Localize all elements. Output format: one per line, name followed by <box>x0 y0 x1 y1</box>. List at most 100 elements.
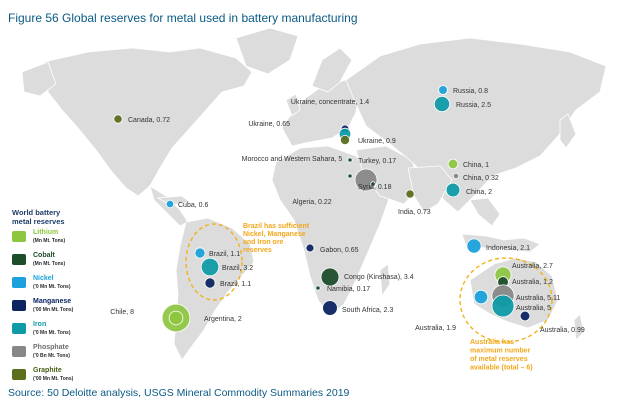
marker-label: Cuba, 0.6 <box>178 202 208 209</box>
marker-cobalt <box>347 173 353 179</box>
legend-item-iron: Iron ('0 Mn Mt. Tons) <box>8 321 128 341</box>
marker-nickel <box>466 238 482 254</box>
legend-swatch-nickel <box>12 277 26 288</box>
marker-label: India, 0.73 <box>398 209 431 216</box>
marker-label: Morocco and Western Sahara, 5 <box>242 156 343 163</box>
marker-label: Canada, 0.72 <box>128 117 170 124</box>
cuba-landmass <box>156 195 192 206</box>
north-america-landmass <box>43 47 253 197</box>
marker-iron <box>433 95 451 113</box>
marker-label: Namibia, 0.17 <box>327 286 370 293</box>
legend-item-graphite: Graphite ('00 Mn Mt. Tons) <box>8 367 128 387</box>
marker-label: Argentina, 2 <box>204 316 242 323</box>
reserve-markers: Canada, 0.72 Cuba, 0.6 Brazil, 1.1 Brazil, … <box>110 85 585 334</box>
marker-nickel <box>194 247 206 259</box>
marker-label: Gabon, 0.65 <box>320 247 359 254</box>
marker-label: Australia, 2.7 <box>512 263 553 270</box>
japan-landmass <box>559 113 577 149</box>
marker-label: Ukraine, 0.9 <box>358 138 396 145</box>
marker-manganese <box>204 277 216 289</box>
marker-label: Brazil, 3.2 <box>222 265 253 272</box>
marker-label: Chile, 8 <box>110 309 134 316</box>
legend-swatch-graphite <box>12 369 26 380</box>
legend-item-cobalt: Cobalt (Mn Mt. Tons) <box>8 252 128 272</box>
marker-label: Syria, 0.18 <box>358 184 392 191</box>
new-zealand-landmass <box>573 313 585 341</box>
marker-label: Turkey, 0.17 <box>358 158 396 165</box>
scandinavia-landmass <box>311 47 353 93</box>
marker-lithium <box>168 310 184 326</box>
marker-label: Australia, 5.11 <box>516 295 560 302</box>
marker-lithium <box>447 158 459 170</box>
marker-cobalt <box>315 285 321 291</box>
legend-item-manganese: Manganese ('00 Mn Mt. Tons) <box>8 298 128 318</box>
marker-manganese <box>322 300 338 316</box>
marker-nickel <box>473 289 489 305</box>
greenland-landmass <box>235 27 299 75</box>
southeast-asia-landmass <box>469 197 501 227</box>
india-landmass <box>407 165 453 213</box>
legend-items: Lithium (Mn Mt. Tons) Cobalt (Mn Mt. Tons) N… <box>8 229 128 387</box>
marker-label: Australia, 1.9 <box>415 325 456 332</box>
source-note: Source: 50 Deloitte analysis, USGS Miner… <box>8 387 350 399</box>
legend-unit-nickel: ('0 Mn Mt. Tons) <box>33 284 71 290</box>
marker-label: Ukraine, concentrate, 1.4 <box>291 99 369 106</box>
legend-item-nickel: Nickel ('0 Mn Mt. Tons) <box>8 275 128 295</box>
legend-item-phosphate: Phosphate ('0 Bn Mt. Tons) <box>8 344 128 364</box>
marker-manganese <box>305 243 315 253</box>
marker-iron <box>445 182 461 198</box>
marker-label: Russia, 2.5 <box>456 102 491 109</box>
annotation-rings <box>185 223 553 343</box>
brazil-highlight-ring <box>185 223 243 301</box>
legend: World battery metal reserves Lithium (Mn … <box>8 208 128 387</box>
marker-graphite <box>113 114 123 124</box>
marker-iron <box>491 294 515 318</box>
brazil-annotation: Brazil has sufficient Nickel, Manganese an… <box>243 223 310 254</box>
legend-unit-cobalt: (Mn Mt. Tons) <box>33 261 66 267</box>
australia-annotation: Australia has maximum number of metal rese… <box>470 339 533 372</box>
legend-name-lithium: Lithium <box>33 229 59 236</box>
marker-label: Australia, 0.99 <box>540 327 585 334</box>
alaska-landmass <box>21 61 57 97</box>
legend-name-nickel: Nickel <box>33 275 54 282</box>
marker-label: South Africa, 2.3 <box>342 307 393 314</box>
legend-title: World battery metal reserves <box>12 208 65 226</box>
legend-swatch-phosphate <box>12 346 26 357</box>
marker-graphite <box>339 134 350 145</box>
marker-label: Brazil, 1.1 <box>220 281 251 288</box>
australia-highlight-ring <box>459 257 553 343</box>
legend-name-manganese: Manganese <box>33 298 72 305</box>
marker-label: Australia, 5 <box>516 305 551 312</box>
marker-label: China, 1 <box>463 162 489 169</box>
marker-nickel <box>438 85 448 95</box>
legend-unit-lithium: (Mn Mt. Tons) <box>33 238 66 244</box>
marker-graphite <box>405 189 415 199</box>
marker-label: Congo (Kinshasa), 3.4 <box>344 274 414 281</box>
figure-title: Figure 56 Global reserves for metal used… <box>8 11 358 25</box>
south-america-landmass <box>173 217 255 361</box>
marker-iron <box>200 257 220 277</box>
uk-landmass <box>285 93 301 117</box>
legend-item-lithium: Lithium (Mn Mt. Tons) <box>8 229 128 249</box>
marker-nickel <box>165 199 175 209</box>
legend-swatch-cobalt <box>12 254 26 265</box>
madagascar-landmass <box>379 263 391 298</box>
asia-landmass <box>345 37 607 213</box>
marker-label: Indonesia, 2.1 <box>486 245 530 252</box>
legend-name-graphite: Graphite <box>33 367 62 374</box>
legend-swatch-manganese <box>12 300 26 311</box>
marker-label: China, 2 <box>466 189 492 196</box>
legend-swatch-lithium <box>12 231 26 242</box>
marker-cobalt <box>320 267 340 287</box>
legend-unit-graphite: ('00 Mn Mt. Tons) <box>33 376 74 382</box>
marker-label: Brazil, 1.1 <box>209 251 240 258</box>
marker-phosphate <box>452 172 460 180</box>
marker-label: Ukraine, 0.65 <box>248 121 290 128</box>
legend-name-iron: Iron <box>33 321 47 328</box>
legend-unit-iron: ('0 Mn Mt. Tons) <box>33 330 71 336</box>
legend-name-cobalt: Cobalt <box>33 252 55 259</box>
marker-label: Australia, 1.2 <box>512 279 553 286</box>
legend-name-phosphate: Phosphate <box>33 344 69 351</box>
